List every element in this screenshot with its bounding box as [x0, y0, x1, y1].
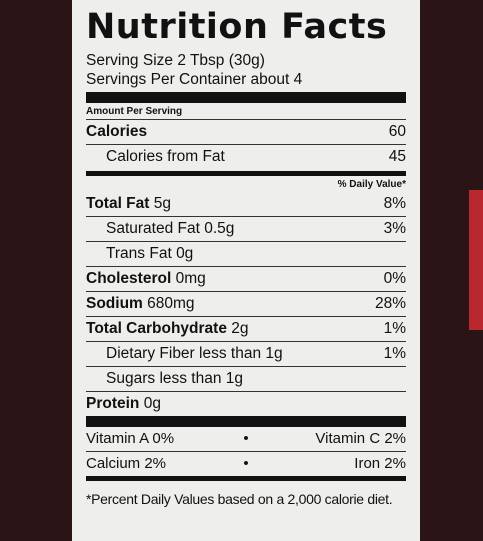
nutrient-dv: 3% [383, 220, 406, 237]
calories-label: Calories [86, 123, 148, 140]
nutrient-amount: 680mg [147, 295, 195, 312]
nutrient-amount: 0.5g [204, 220, 235, 237]
vitamin-row: Vitamin A 0% • Vitamin C 2% [86, 427, 406, 451]
vitamin-right: Iron 2% [354, 455, 406, 472]
calories-from-fat-label: Calories from Fat [106, 148, 225, 165]
nutrient-dv: 8% [383, 195, 406, 212]
serving-size: Serving Size 2 Tbsp (30g) [86, 52, 265, 69]
nutrient-row-cholesterol: Cholesterol 0mg 0% [86, 266, 406, 291]
nutrient-label: Dietary Fiber [106, 345, 195, 362]
nutrient-label: Sodium [86, 295, 143, 312]
servings-per-container: Servings Per Container about 4 [86, 71, 303, 88]
label-title: Nutrition Facts [86, 7, 388, 47]
bullet-dot: • [243, 430, 249, 447]
footnote: *Percent Daily Values based on a 2,000 c… [86, 491, 393, 507]
nutrient-amount: less than 1g [199, 345, 283, 362]
calories-row: Calories 60 [86, 119, 406, 144]
nutrient-row-sodium: Sodium 680mg 28% [86, 291, 406, 316]
vitamin-left: Vitamin A 0% [86, 430, 175, 447]
nutrient-row-trans-fat: Trans Fat 0g [86, 241, 406, 266]
nutrient-amount: 2g [231, 320, 249, 337]
nutrient-amount: 0mg [175, 270, 206, 287]
vitamin-right: Vitamin C 2% [315, 430, 406, 447]
thick-divider [86, 92, 406, 103]
nutrient-row-saturated-fat: Saturated Fat 0.5g 3% [86, 216, 406, 241]
nutrient-row-dietary-fiber: Dietary Fiber less than 1g 1% [86, 341, 406, 366]
nutrient-label: Cholesterol [86, 270, 172, 287]
medium-divider [86, 476, 406, 481]
nutrient-dv: 1% [383, 320, 406, 337]
nutrient-label: Saturated Fat [106, 220, 200, 237]
calories-from-fat-row: Calories from Fat 45 [86, 144, 406, 169]
nutrition-label: Nutrition Facts Serving Size 2 Tbsp (30g… [72, 0, 420, 541]
calories-from-fat-value: 45 [388, 148, 406, 165]
nutrient-label: Total Fat [86, 195, 150, 212]
nutrient-label: Protein [86, 395, 140, 412]
bullet-dot: • [243, 455, 249, 472]
daily-value-header: % Daily Value* [337, 179, 406, 190]
calories-value: 60 [388, 123, 406, 140]
nutrient-row-total-carbohydrate: Total Carbohydrate 2g 1% [86, 316, 406, 341]
nutrient-amount: 0g [176, 245, 194, 262]
thick-divider [86, 416, 406, 427]
nutrient-amount: 0g [143, 395, 161, 412]
nutrient-dv: 0% [383, 270, 406, 287]
nutrient-row-total-fat: Total Fat 5g 8% [86, 192, 406, 216]
nutrient-row-sugars: Sugars less than 1g [86, 366, 406, 391]
nutrient-amount: 5g [153, 195, 171, 212]
nutrient-dv: 1% [383, 345, 406, 362]
package-red-edge [469, 190, 483, 330]
medium-divider [86, 171, 406, 176]
vitamin-row: Calcium 2% • Iron 2% [86, 451, 406, 476]
nutrient-label: Sugars [106, 370, 156, 387]
amount-per-serving: Amount Per Serving [86, 106, 183, 117]
nutrient-amount: less than 1g [159, 370, 244, 387]
nutrient-label: Trans Fat [106, 245, 172, 262]
vitamin-left: Calcium 2% [86, 455, 167, 472]
nutrient-row-protein: Protein 0g [86, 391, 406, 416]
nutrient-dv: 28% [374, 295, 406, 312]
nutrient-label: Total Carbohydrate [86, 320, 227, 337]
